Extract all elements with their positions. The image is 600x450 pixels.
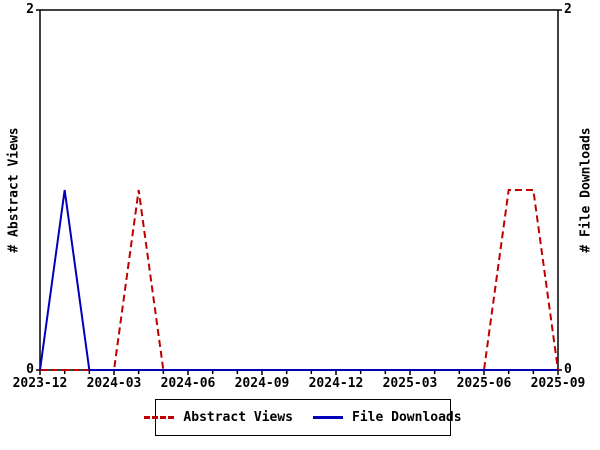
solid-line-swatch-icon	[313, 416, 343, 419]
xtick-label: 2025-09	[530, 376, 586, 391]
y-axis-title-left: # Abstract Views	[6, 127, 22, 253]
series-line-abstract-views	[40, 189, 559, 371]
xtick-label: 2024-06	[160, 376, 216, 391]
xtick-label: 2023-12	[12, 376, 68, 391]
xtick-label: 2025-06	[456, 376, 512, 391]
ytick-right-bottom: 0	[564, 362, 572, 377]
series-line-file-downloads	[39, 189, 558, 371]
legend-item-abstract-views: Abstract Views	[144, 410, 293, 425]
series-lines	[39, 189, 559, 371]
ytick-right-top: 2	[564, 2, 572, 17]
legend-item-file-downloads: File Downloads	[313, 410, 462, 425]
xtick-label: 2024-03	[86, 376, 142, 391]
legend: Abstract Views File Downloads	[144, 399, 462, 436]
xtick-label: 2024-09	[234, 376, 290, 391]
ytick-left-top: 2	[26, 2, 34, 17]
xtick-label: 2024-12	[308, 376, 364, 391]
xtick-label: 2025-03	[382, 376, 438, 391]
legend-label-abstract-views: Abstract Views	[183, 410, 293, 425]
dashed-line-swatch-icon	[144, 416, 175, 419]
ytick-left-bottom: 0	[26, 362, 34, 377]
y-axis-title-right: # File Downloads	[578, 127, 594, 253]
legend-label-file-downloads: File Downloads	[352, 410, 462, 425]
